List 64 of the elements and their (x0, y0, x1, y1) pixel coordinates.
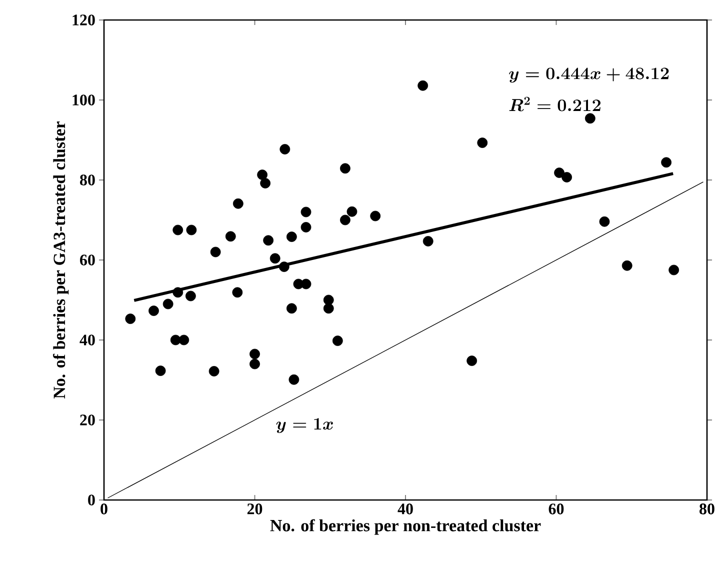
point (584, 113, 596, 124)
y-tick-label: 120 (72, 14, 95, 26)
point (340, 214, 350, 226)
point (186, 224, 197, 236)
x-tick-label: 80 (700, 504, 714, 514)
point (418, 80, 428, 91)
x-tick-label: 0 (100, 504, 108, 514)
annotation: $R^{2}=0.212$ (509, 96, 600, 112)
point (270, 253, 280, 264)
annotation: $y=0.444x+48.12$ (509, 68, 669, 83)
point (562, 172, 572, 182)
point (232, 287, 243, 298)
y-tick-label: 0 (88, 494, 95, 506)
point (346, 206, 358, 217)
point (280, 144, 290, 154)
point (422, 236, 434, 246)
annotation: $y=1x$ (276, 418, 333, 433)
point (225, 231, 236, 242)
y-tick-label: 100 (72, 94, 95, 106)
point (466, 356, 478, 366)
point (250, 358, 260, 370)
point (300, 222, 312, 232)
y-tick-label: 40 (80, 334, 95, 346)
point (477, 138, 488, 148)
point (622, 260, 632, 271)
point (162, 298, 174, 310)
point (257, 170, 268, 180)
x-axis-title: No. of berries per non-treated cluster (270, 519, 541, 535)
y-axis-title: No. of berries per GA3-treated cluster (53, 121, 69, 399)
point (668, 264, 680, 276)
point (300, 278, 312, 290)
point (172, 224, 184, 236)
point (286, 232, 297, 242)
point (178, 334, 190, 346)
point (148, 306, 159, 316)
point (250, 348, 260, 360)
point (288, 374, 300, 385)
y-tick-label: 60 (80, 254, 95, 266)
point (260, 178, 271, 188)
point (170, 334, 181, 346)
point (278, 262, 290, 272)
x-tick-label: 60 (548, 504, 564, 514)
point (185, 290, 196, 302)
point (599, 216, 610, 227)
point (232, 198, 244, 209)
point (172, 287, 184, 298)
point (300, 206, 312, 218)
point (323, 294, 334, 306)
point (210, 246, 221, 258)
x-tick-label: 20 (247, 504, 262, 514)
point (263, 235, 274, 246)
point (286, 303, 297, 314)
y-tick-label: 20 (80, 414, 95, 426)
point (125, 314, 136, 324)
point (370, 210, 381, 222)
point (332, 336, 343, 346)
point (661, 157, 672, 168)
y-tick-label: 80 (80, 174, 95, 186)
point (323, 303, 334, 314)
x-tick-label: 40 (398, 504, 413, 514)
point (340, 163, 350, 174)
point (554, 168, 564, 178)
point (208, 366, 220, 376)
point (155, 366, 166, 376)
